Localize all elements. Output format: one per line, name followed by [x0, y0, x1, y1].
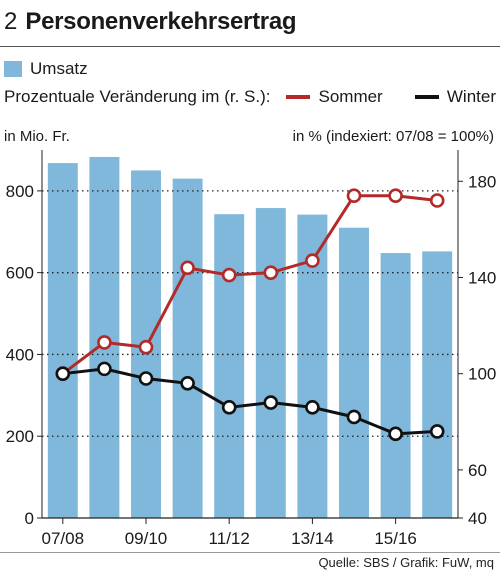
legend-winter-label: Winter: [446, 87, 496, 106]
winter-point-13/14: [305, 400, 320, 415]
winter-point-10/11: [180, 376, 195, 391]
winter-point-15/16: [388, 426, 403, 442]
winter-point-11/12: [221, 400, 237, 415]
legend-summer-swatch: [286, 95, 311, 99]
legend-lines: Prozentuale Veränderung im (r. S.): Somm…: [4, 86, 496, 108]
winter-point-07/08: [55, 366, 71, 381]
left-tick-label: 200: [6, 427, 34, 446]
winter-point-14/15: [346, 409, 362, 425]
bar-11/12: [214, 214, 245, 518]
title-divider: [0, 46, 500, 47]
legend-bars: Umsatz: [4, 58, 88, 80]
chart-title: 2 Personenverkehrsertrag: [4, 8, 297, 42]
summer-point-09/10: [138, 339, 154, 355]
legend-bar-swatch: [4, 61, 22, 77]
bar-12/13: [255, 208, 286, 518]
x-tick-label: 11/12: [209, 529, 250, 548]
chart-number: 2: [4, 8, 18, 35]
legend-summer-label: Sommer: [318, 87, 383, 106]
source-note: Quelle: SBS / Grafik: FuW, mq: [318, 555, 494, 570]
x-tick-label: 07/08: [42, 529, 85, 548]
bar-16/17: [422, 251, 453, 518]
right-tick-label: 60: [468, 461, 487, 480]
winter-line: [62, 367, 438, 436]
chart-plot: 0 200 400 600 800 40 60 100 140 180 07/08 09/10 11/1…: [6, 150, 496, 548]
right-tick-label: 180: [468, 172, 496, 191]
left-tick-label: 0: [25, 509, 34, 528]
chart-title-text: Personenverkehrsertrag: [25, 8, 297, 35]
left-axis-unit: in Mio. Fr.: [4, 128, 70, 145]
winter-point-16/17: [429, 424, 445, 439]
summer-point-13/14: [305, 253, 320, 268]
bar-15/16: [380, 253, 411, 518]
summer-line: [61, 194, 438, 375]
summer-point-10/11: [180, 260, 195, 276]
right-axis-unit: in % (indexiert: 07/08 = 100%): [292, 128, 494, 145]
bar-07/08: [47, 163, 78, 518]
winter-point-12/13: [263, 395, 279, 410]
bar-10/11: [172, 178, 203, 518]
summer-point-15/16: [388, 188, 403, 203]
legend-bar-label: Umsatz: [30, 59, 88, 78]
right-tick-label: 100: [468, 365, 496, 384]
left-tick-label: 400: [6, 345, 34, 364]
left-tick-label: 600: [6, 264, 34, 283]
right-tick-label: 40: [468, 509, 487, 528]
legend-winter-swatch: [414, 95, 439, 99]
summer-point-12/13: [263, 265, 279, 280]
winter-point-09/10: [138, 371, 154, 386]
summer-point-14/15: [346, 188, 362, 203]
winter-point-08/09: [97, 361, 112, 377]
left-tick-label: 800: [6, 182, 34, 201]
x-tick-label: 13/14: [291, 529, 334, 548]
summer-point-08/09: [97, 335, 112, 350]
summer-point-11/12: [221, 267, 237, 283]
legend-lines-intro: Prozentuale Veränderung im (r. S.):: [4, 87, 271, 106]
x-tick-label: 15/16: [374, 529, 417, 548]
right-tick-label: 140: [468, 268, 496, 287]
bar-14/15: [339, 227, 369, 518]
footer-divider: [0, 552, 500, 553]
x-tick-label: 09/10: [125, 529, 168, 548]
summer-point-16/17: [429, 193, 445, 208]
